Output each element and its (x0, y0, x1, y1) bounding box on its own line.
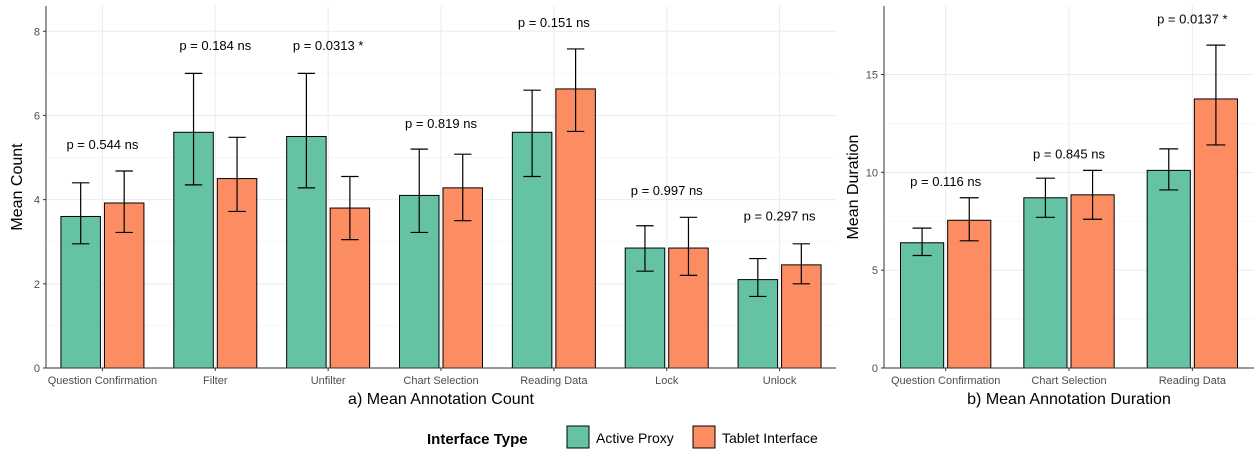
x-tick-label-unfilter: Unfilter (311, 375, 346, 387)
legend-label-active-proxy: Active Proxy (596, 430, 674, 446)
p-value-label-filter: p = 0.184 ns (179, 38, 251, 53)
y-tick-label: 10 (866, 167, 878, 179)
p-value-label-unlock: p = 0.297 ns (744, 208, 816, 223)
y-tick-label: 0 (34, 363, 40, 375)
y-axis-title: Mean Duration (845, 135, 862, 240)
p-value-label-reading-data: p = 0.151 ns (518, 15, 590, 30)
y-tick-label: 5 (872, 265, 878, 277)
y-tick-label: 0 (872, 363, 878, 375)
p-value-label-chart-selection: p = 0.819 ns (405, 116, 477, 131)
x-tick-label-chart-selection: Chart Selection (403, 375, 478, 387)
legend-title: Interface Type (427, 431, 528, 448)
bar-active-proxy-question-confirmation (900, 242, 945, 369)
x-axis-title: a) Mean Annotation Count (348, 391, 534, 408)
p-value-label-chart-selection: p = 0.845 ns (1033, 147, 1105, 162)
legend-swatch-active-proxy (566, 425, 590, 449)
bar-tablet-interface-question-confirmation (947, 219, 992, 369)
y-tick-label: 8 (34, 26, 40, 38)
x-tick-label-lock: Lock (655, 375, 679, 387)
x-tick-label-chart-selection: Chart Selection (1031, 375, 1106, 387)
bar-active-proxy-reading-data (1146, 169, 1191, 369)
x-tick-label-unlock: Unlock (763, 375, 797, 387)
x-tick-label-reading-data: Reading Data (520, 375, 588, 387)
legend-label-tablet-interface: Tablet Interface (722, 430, 818, 446)
y-tick-label: 6 (34, 110, 40, 122)
y-tick-label: 15 (866, 69, 878, 81)
p-value-label-question-confirmation: p = 0.116 ns (910, 174, 981, 189)
legend: Interface Type Active Proxy Tablet Inter… (427, 425, 818, 449)
p-value-label-question-confirmation: p = 0.544 ns (66, 137, 138, 152)
bar-tablet-interface-reading-data (555, 88, 596, 369)
legend-swatch-tablet-interface (692, 425, 716, 449)
y-tick-label: 2 (34, 279, 40, 291)
p-value-label-lock: p = 0.997 ns (631, 183, 703, 198)
panel-mean-annotation-count: 0 2 4 6 8 p = 0.544 ns p = 0.184 ns p = 0.0313 … (9, 6, 836, 408)
panel-mean-annotation-duration: 0 5 10 15 p = 0.116 ns p = 0.845 ns p = 0.0137… (845, 6, 1254, 408)
y-axis-title: Mean Count (9, 143, 26, 231)
x-tick-label-question-confirmation: Question Confirmation (891, 375, 1000, 387)
bar-tablet-interface-chart-selection (1070, 194, 1115, 369)
x-tick-label-reading-data: Reading Data (1159, 375, 1227, 387)
x-tick-label-filter: Filter (203, 375, 228, 387)
y-tick-label: 4 (34, 195, 40, 207)
bar-active-proxy-chart-selection (1023, 197, 1068, 369)
p-value-label-unfilter: p = 0.0313 * (293, 38, 363, 53)
p-value-label-reading-data: p = 0.0137 * (1157, 12, 1227, 27)
x-tick-label-question-confirmation: Question Confirmation (48, 375, 157, 387)
x-axis-title: b) Mean Annotation Duration (967, 391, 1171, 408)
